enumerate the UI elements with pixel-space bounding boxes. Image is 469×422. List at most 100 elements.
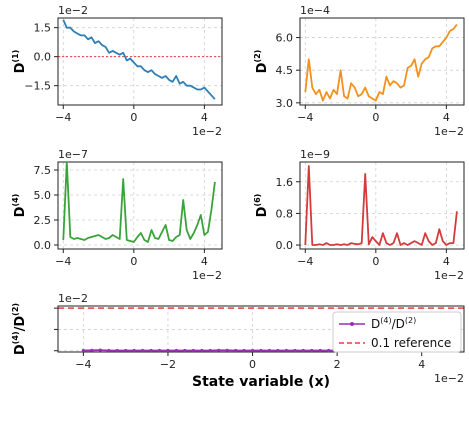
- x-tick-label: −2: [160, 358, 176, 371]
- data-point: [200, 348, 204, 353]
- data-point: [234, 348, 238, 353]
- legend-label-main: D: [371, 317, 380, 331]
- data-point: [149, 348, 153, 353]
- data-point: [132, 348, 136, 353]
- legend-label-sup: (4): [380, 316, 391, 325]
- x-tick-label: −4: [297, 255, 313, 268]
- data-point: [107, 348, 111, 353]
- subplot-d4: −4 0 4 0.0 2.5 5.0 7.5 1e−7 1e−2 D(4): [11, 148, 223, 282]
- subplot-d2: −4 0 4 3.0 4.5 6.0 1e−4 1e−2 D(2): [253, 4, 465, 138]
- data-point: [115, 348, 119, 353]
- x-tick-label: 0: [130, 255, 137, 268]
- y-scale-label: 1e−2: [58, 292, 88, 305]
- y-axis-label-sup: (1): [11, 50, 20, 63]
- axes-frame: [57, 161, 223, 250]
- x-tick-label: −4: [55, 111, 71, 124]
- legend-swatch-marker: [350, 322, 354, 326]
- y-tick-label: 2.5: [34, 214, 52, 227]
- x-tick-label: 2: [334, 358, 341, 371]
- data-point: [310, 348, 314, 353]
- data-point: [318, 348, 322, 353]
- data-point: [284, 348, 288, 353]
- y-tick-label: 0.0: [34, 51, 52, 64]
- y-tick-label: 7.5: [34, 164, 52, 177]
- y-tick-label: 1.5: [34, 22, 52, 35]
- x-tick-label: 4: [443, 255, 450, 268]
- y-tick-label: 1.6: [276, 176, 294, 189]
- series-line-d4: [62, 161, 216, 243]
- legend-label-tail: /D: [392, 317, 405, 331]
- data-point: [217, 348, 221, 352]
- y-axis-label-main: D: [255, 62, 270, 73]
- legend-label: 0.1 reference: [371, 336, 451, 350]
- y-axis-label-tail: /D: [13, 316, 28, 332]
- y-scale-label: 1e−2: [58, 4, 88, 17]
- y-axis-label-sup: (2): [253, 50, 262, 63]
- x-tick-label: −4: [297, 111, 313, 124]
- x-scale-label: 1e−2: [434, 125, 464, 138]
- y-axis-label-sup: (4): [11, 194, 20, 207]
- data-point: [259, 348, 263, 353]
- data-point: [140, 348, 145, 353]
- y-axis-label: D(4)/D(2): [11, 303, 28, 355]
- x-scale-label: 1e−2: [192, 125, 222, 138]
- data-point: [81, 348, 85, 353]
- y-tick-label: 0.0: [34, 239, 52, 252]
- x-scale-label: 1e−2: [434, 269, 464, 282]
- legend-label-main: 0.1 reference: [371, 336, 451, 350]
- y-tick-label: 3.0: [276, 97, 294, 110]
- y-axis-label-sup: (6): [253, 194, 262, 207]
- data-point: [166, 348, 170, 353]
- y-axis-label-sup2: (2): [11, 303, 20, 316]
- y-axis-label-main: D: [13, 206, 28, 217]
- data-point: [174, 348, 179, 353]
- data-point: [242, 348, 246, 353]
- y-scale-label: 1e−9: [300, 148, 330, 161]
- x-tick-label: 0: [249, 358, 256, 371]
- data-point: [191, 348, 195, 353]
- y-tick-label: 0.0: [276, 239, 294, 252]
- y-axis-label-sup: (4): [11, 331, 20, 344]
- series-line-d2: [304, 23, 458, 102]
- legend: D(4)/D(2) 0.1 reference: [332, 311, 462, 353]
- data-point: [301, 348, 305, 353]
- data-point: [250, 348, 255, 353]
- data-point: [208, 348, 212, 353]
- y-tick-label: 5.0: [34, 189, 52, 202]
- y-axis-label: D(1): [11, 50, 28, 74]
- y-axis-label: D(2): [253, 50, 270, 74]
- y-tick-label: 4.5: [276, 64, 294, 77]
- x-tick-label: −4: [55, 255, 71, 268]
- x-tick-label: 4: [443, 111, 450, 124]
- data-point: [90, 348, 94, 352]
- data-point: [98, 348, 102, 352]
- x-tick-label: 4: [201, 111, 208, 124]
- y-axis-label: D(4): [11, 194, 28, 218]
- subplot-d6: −4 0 4 0.0 0.8 1.6 1e−9 1e−2 D(6): [253, 148, 465, 282]
- data-point: [225, 348, 229, 352]
- x-tick-label: 0: [372, 111, 379, 124]
- x-tick-label: 0: [372, 255, 379, 268]
- data-point: [157, 348, 162, 353]
- data-point: [267, 348, 272, 353]
- y-tick-label: 0.8: [276, 207, 294, 220]
- data-point: [183, 348, 187, 353]
- legend-box: [332, 311, 462, 353]
- y-axis-label: D(6): [253, 194, 270, 218]
- data-point: [276, 348, 280, 353]
- series-line-d1: [62, 19, 216, 100]
- y-tick-label: −1.5: [24, 80, 51, 93]
- x-tick-label: 4: [201, 255, 208, 268]
- legend-label-sup2: (2): [405, 316, 416, 325]
- subplot-ratio: −4 −2 0 2 41e−21e−2D(4)/D(2)State variable (…: [11, 292, 465, 390]
- axes-frame: [299, 161, 465, 250]
- data-point: [293, 348, 297, 353]
- y-axis-label-main: D: [13, 344, 28, 355]
- axes-frame: [299, 17, 465, 106]
- y-scale-label: 1e−4: [300, 4, 330, 17]
- y-scale-label: 1e−7: [58, 148, 88, 161]
- x-axis-label: State variable (x): [192, 374, 330, 390]
- y-axis-label-main: D: [255, 206, 270, 217]
